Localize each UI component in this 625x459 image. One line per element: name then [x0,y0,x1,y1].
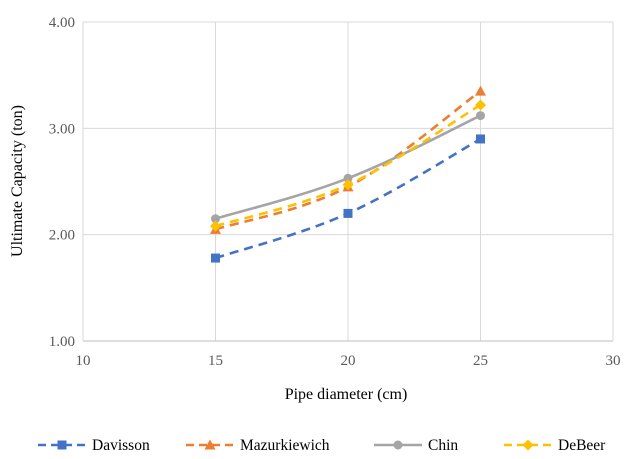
tick-labels: 1.00 2.00 3.00 4.00 10 15 20 25 30 [49,15,621,369]
legend-marker [57,440,67,450]
legend-label: DeBeer [558,437,606,454]
legend-label: Chin [428,437,458,454]
data-point [343,173,353,183]
y-tick-label: 1.00 [49,334,75,350]
x-axis-title: Pipe diameter (cm) [285,386,408,403]
series-debeer [210,99,486,232]
legend-label: Davisson [92,437,150,454]
legend-marker [204,439,216,450]
data-point [476,134,485,144]
legend-label: Mazurkiewich [240,437,330,454]
series-davisson [211,134,485,263]
data-point [475,85,486,96]
data-point [476,111,485,121]
series-chin [211,111,485,224]
data-point [211,214,220,224]
data-point [211,253,220,263]
x-tick-label: 30 [606,353,621,369]
legend-item-davisson: Davisson [38,437,150,454]
data-point [343,208,353,218]
y-axis-title: Ultimate Capacity (ton) [9,105,26,257]
y-tick-label: 4.00 [49,15,75,31]
x-tick-label: 20 [341,353,356,369]
legend-item-debeer: DeBeer [504,437,606,454]
gridlines [82,21,614,342]
data-point [342,179,354,191]
y-tick-label: 3.00 [49,121,75,137]
x-tick-label: 25 [473,353,488,369]
legend-item-chin: Chin [374,437,458,454]
legend-marker [393,440,403,450]
data-point [210,220,221,232]
legend-marker [522,439,534,451]
x-tick-label: 15 [208,353,223,369]
x-tick-label: 10 [76,353,91,369]
series-group [210,85,486,263]
legend: Davisson Mazurkiewich Chin DeBeer [38,437,606,454]
legend-item-mazurkiewich: Mazurkiewich [186,437,330,454]
y-tick-label: 2.00 [49,228,75,244]
data-point [475,99,486,111]
